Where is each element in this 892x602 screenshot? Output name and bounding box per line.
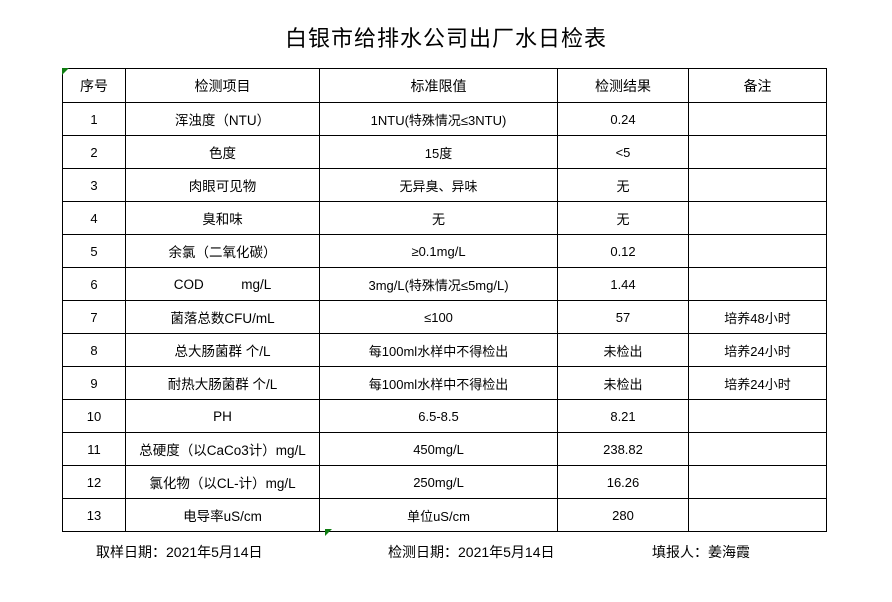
table-row: 12 氯化物（以CL-计）mg/L 250mg/L 16.26 <box>62 465 827 499</box>
table-row: 13 电导率uS/cm 单位uS/cm 280 <box>62 498 827 532</box>
cell-item: 余氯（二氧化碳） <box>125 234 320 268</box>
cell-index: 11 <box>62 432 126 466</box>
cell-index: 6 <box>62 267 126 301</box>
cell-item: 电导率uS/cm <box>125 498 320 532</box>
table-header-row: 序号 检测项目 标准限值 检测结果 备注 <box>62 68 827 103</box>
table-row: 3 肉眼可见物 无异臭、异味 无 <box>62 168 827 202</box>
cell-standard: 250mg/L <box>319 465 558 499</box>
cell-remark <box>688 399 827 433</box>
cell-index: 7 <box>62 300 126 334</box>
cell-index: 4 <box>62 201 126 235</box>
cell-remark <box>688 267 827 301</box>
cell-result: 0.12 <box>557 234 689 268</box>
cell-standard: 6.5-8.5 <box>319 399 558 433</box>
cell-result: 8.21 <box>557 399 689 433</box>
cell-standard: 无异臭、异味 <box>319 168 558 202</box>
cell-index: 10 <box>62 399 126 433</box>
cell-result: 280 <box>557 498 689 532</box>
cell-item: 浑浊度（NTU） <box>125 102 320 136</box>
cell-index: 2 <box>62 135 126 169</box>
sample-date-label: 取样日期：2021年5月14日 <box>96 544 263 560</box>
cell-item: 肉眼可见物 <box>125 168 320 202</box>
cell-standard: 1NTU(特殊情况≤3NTU) <box>319 102 558 136</box>
report-footer: 取样日期：2021年5月14日 检测日期：2021年5月14日 填报人：姜海霞 <box>62 540 862 564</box>
cell-standard: 单位uS/cm <box>319 498 558 532</box>
cell-index: 8 <box>62 333 126 367</box>
cell-standard: 每100ml水样中不得检出 <box>319 366 558 400</box>
inspection-table-body: 1 浑浊度（NTU） 1NTU(特殊情况≤3NTU) 0.24 2 色度 15度… <box>62 102 827 532</box>
cell-result: 未检出 <box>557 366 689 400</box>
reporter-label: 填报人：姜海霞 <box>652 544 750 560</box>
cell-standard: 450mg/L <box>319 432 558 466</box>
cell-standard: 15度 <box>319 135 558 169</box>
column-header-standard: 标准限值 <box>319 68 558 103</box>
inspection-table-container: 序号 检测项目 标准限值 检测结果 备注 1 浑浊度（NTU） 1NTU(特殊情… <box>62 68 827 532</box>
cell-standard: ≥0.1mg/L <box>319 234 558 268</box>
cell-result: 1.44 <box>557 267 689 301</box>
table-row: 7 菌落总数CFU/mL ≤100 57 培养48小时 <box>62 300 827 334</box>
cell-index: 1 <box>62 102 126 136</box>
cell-item: 菌落总数CFU/mL <box>125 300 320 334</box>
table-row: 5 余氯（二氧化碳） ≥0.1mg/L 0.12 <box>62 234 827 268</box>
cell-item: 总大肠菌群 个/L <box>125 333 320 367</box>
cell-remark: 培养24小时 <box>688 366 827 400</box>
cell-index: 3 <box>62 168 126 202</box>
cell-remark <box>688 498 827 532</box>
cell-remark <box>688 201 827 235</box>
cell-item: COD mg/L <box>125 267 320 301</box>
comment-marker-icon <box>325 529 332 536</box>
cell-remark <box>688 135 827 169</box>
cell-index: 12 <box>62 465 126 499</box>
cell-remark <box>688 168 827 202</box>
cell-remark <box>688 234 827 268</box>
cell-standard: 3mg/L(特殊情况≤5mg/L) <box>319 267 558 301</box>
table-row: 1 浑浊度（NTU） 1NTU(特殊情况≤3NTU) 0.24 <box>62 102 827 136</box>
cell-item: 色度 <box>125 135 320 169</box>
cell-index: 9 <box>62 366 126 400</box>
table-row: 4 臭和味 无 无 <box>62 201 827 235</box>
cell-standard: 无 <box>319 201 558 235</box>
table-row: 6 COD mg/L 3mg/L(特殊情况≤5mg/L) 1.44 <box>62 267 827 301</box>
column-header-index: 序号 <box>62 68 126 103</box>
cell-standard: ≤100 <box>319 300 558 334</box>
cell-item: 总硬度（以CaCo3计）mg/L <box>125 432 320 466</box>
page-title: 白银市给排水公司出厂水日检表 <box>284 26 607 51</box>
table-row: 10 PH 6.5-8.5 8.21 <box>62 399 827 433</box>
cell-result: 57 <box>557 300 689 334</box>
cell-standard: 每100ml水样中不得检出 <box>319 333 558 367</box>
column-header-result: 检测结果 <box>557 68 689 103</box>
cell-item: 臭和味 <box>125 201 320 235</box>
table-row: 8 总大肠菌群 个/L 每100ml水样中不得检出 未检出 培养24小时 <box>62 333 827 367</box>
cell-item: 氯化物（以CL-计）mg/L <box>125 465 320 499</box>
test-date-label: 检测日期：2021年5月14日 <box>388 544 555 560</box>
cell-index: 13 <box>62 498 126 532</box>
table-row: 9 耐热大肠菌群 个/L 每100ml水样中不得检出 未检出 培养24小时 <box>62 366 827 400</box>
comment-marker-icon <box>62 68 69 75</box>
inspection-table: 序号 检测项目 标准限值 检测结果 备注 1 浑浊度（NTU） 1NTU(特殊情… <box>62 68 827 532</box>
cell-remark: 培养48小时 <box>688 300 827 334</box>
cell-remark <box>688 465 827 499</box>
table-row: 2 色度 15度 <5 <box>62 135 827 169</box>
cell-item: PH <box>125 399 320 433</box>
table-row: 11 总硬度（以CaCo3计）mg/L 450mg/L 238.82 <box>62 432 827 466</box>
cell-remark <box>688 432 827 466</box>
cell-result: 238.82 <box>557 432 689 466</box>
cell-result: 无 <box>557 168 689 202</box>
cell-result: 0.24 <box>557 102 689 136</box>
cell-item: 耐热大肠菌群 个/L <box>125 366 320 400</box>
cell-remark: 培养24小时 <box>688 333 827 367</box>
cell-result: <5 <box>557 135 689 169</box>
column-header-item: 检测项目 <box>125 68 320 103</box>
cell-result: 16.26 <box>557 465 689 499</box>
cell-index: 5 <box>62 234 126 268</box>
cell-result: 未检出 <box>557 333 689 367</box>
cell-result: 无 <box>557 201 689 235</box>
column-header-remark: 备注 <box>688 68 827 103</box>
cell-remark <box>688 102 827 136</box>
